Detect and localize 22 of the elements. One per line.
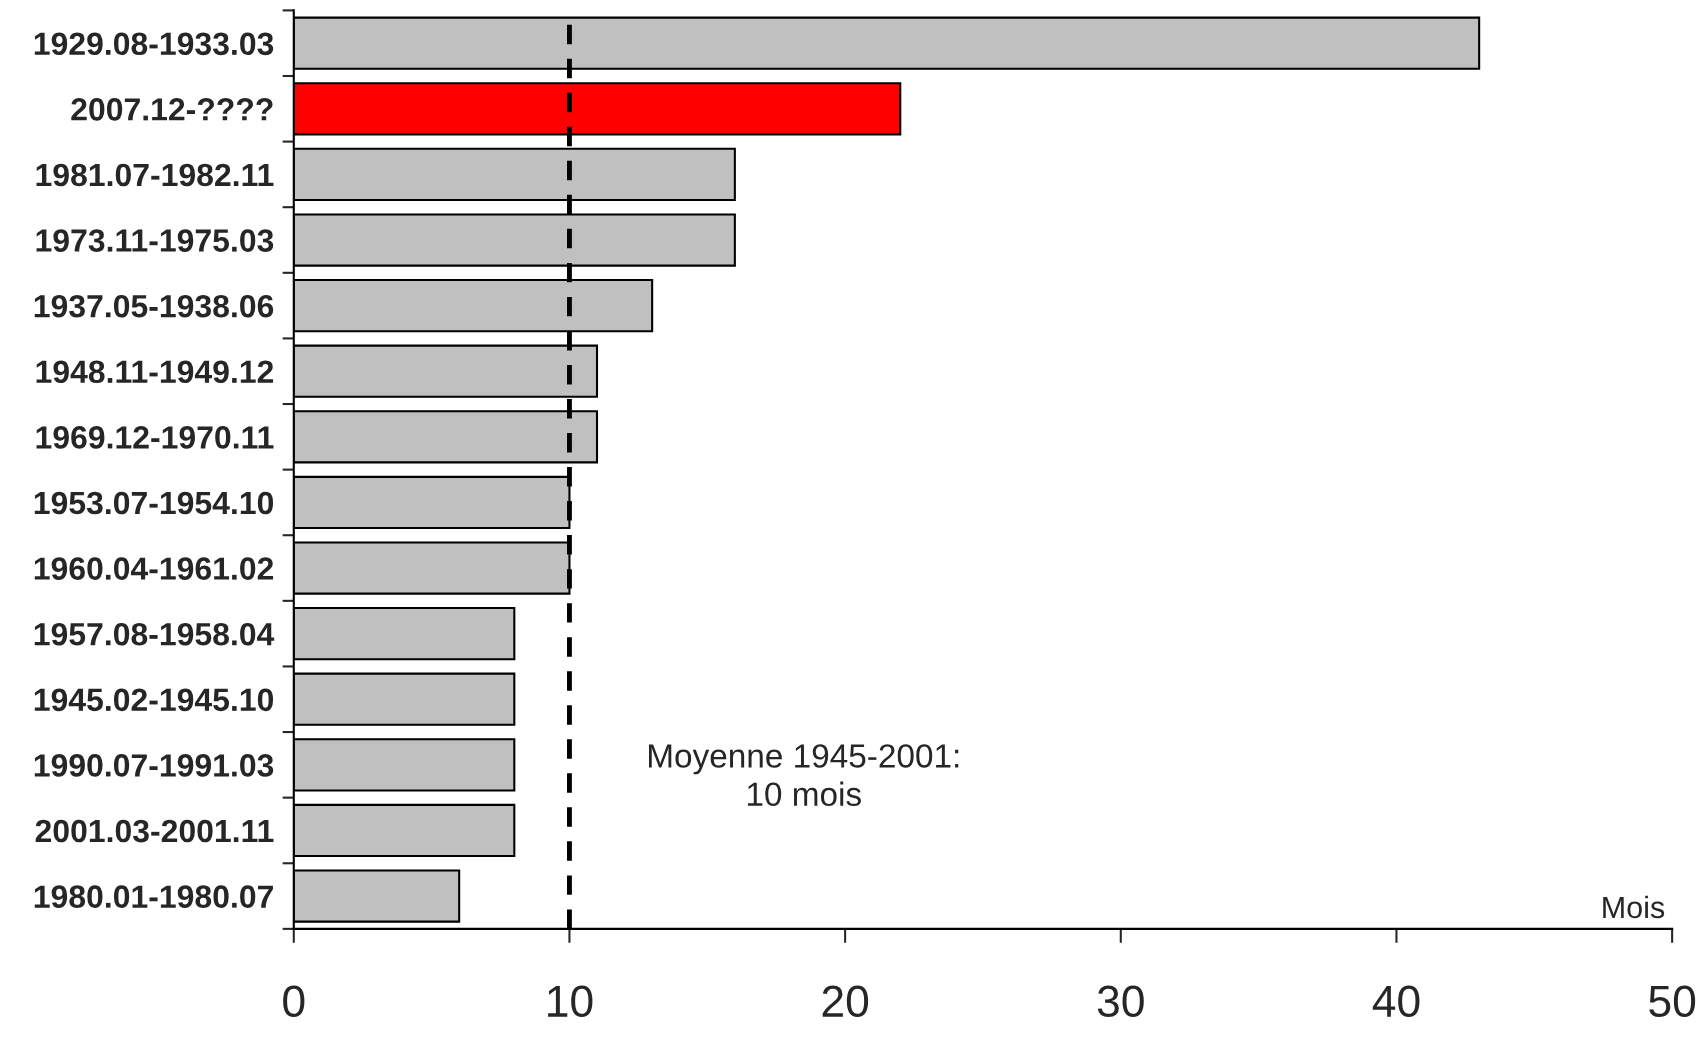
y-tick-label: 1960.04-1961.02 [34, 557, 274, 580]
x-tick-label: 20 [822, 985, 869, 1018]
y-tick-label: 1969.12-1970.11 [36, 426, 274, 449]
y-tick-label: 2001.03-2001.11 [35, 819, 274, 843]
y-tick-label: 1980.01-1980.07 [34, 885, 273, 908]
y-tick-label: 1948.11-1949.12 [36, 360, 274, 384]
y-tick-label: 1953.07-1954.10 [34, 491, 274, 515]
x-tick-label: 10 [548, 985, 593, 1018]
x-axis-title: Mois [1603, 895, 1665, 919]
ref-line-label: Moyenne 1945-2001: 10 mois [648, 744, 959, 807]
y-tick-label: 1990.07-1991.03 [34, 754, 274, 777]
y-tick-label: 1981.07-1982.11 [36, 163, 274, 187]
x-tick-label: 50 [1649, 985, 1696, 1018]
x-tick-label: 40 [1372, 985, 1420, 1018]
y-tick-label: 1929.08-1933.03 [34, 32, 274, 56]
y-tick-label: 1945.02-1945.10 [34, 688, 274, 712]
x-tick-label: 0 [283, 985, 305, 1018]
y-tick-label: 1937.05-1938.06 [34, 294, 274, 318]
x-tick-label: 30 [1097, 985, 1144, 1018]
y-tick-label: 2007.12-???? [71, 98, 273, 121]
y-tick-label: 1973.11-1975.03 [36, 229, 274, 252]
y-tick-label: 1957.08-1958.04 [34, 622, 275, 646]
